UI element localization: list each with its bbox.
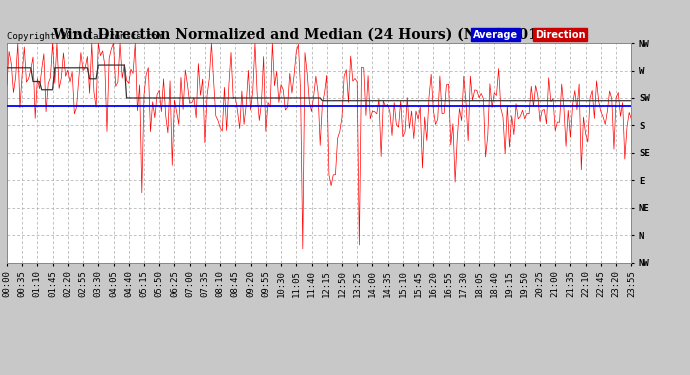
Text: Copyright 2015 Cartronics.com: Copyright 2015 Cartronics.com (7, 32, 163, 41)
Title: Wind Direction Normalized and Median (24 Hours) (New) 20151108: Wind Direction Normalized and Median (24… (52, 28, 586, 42)
Text: Direction: Direction (535, 30, 585, 39)
Text: Average: Average (473, 30, 518, 39)
